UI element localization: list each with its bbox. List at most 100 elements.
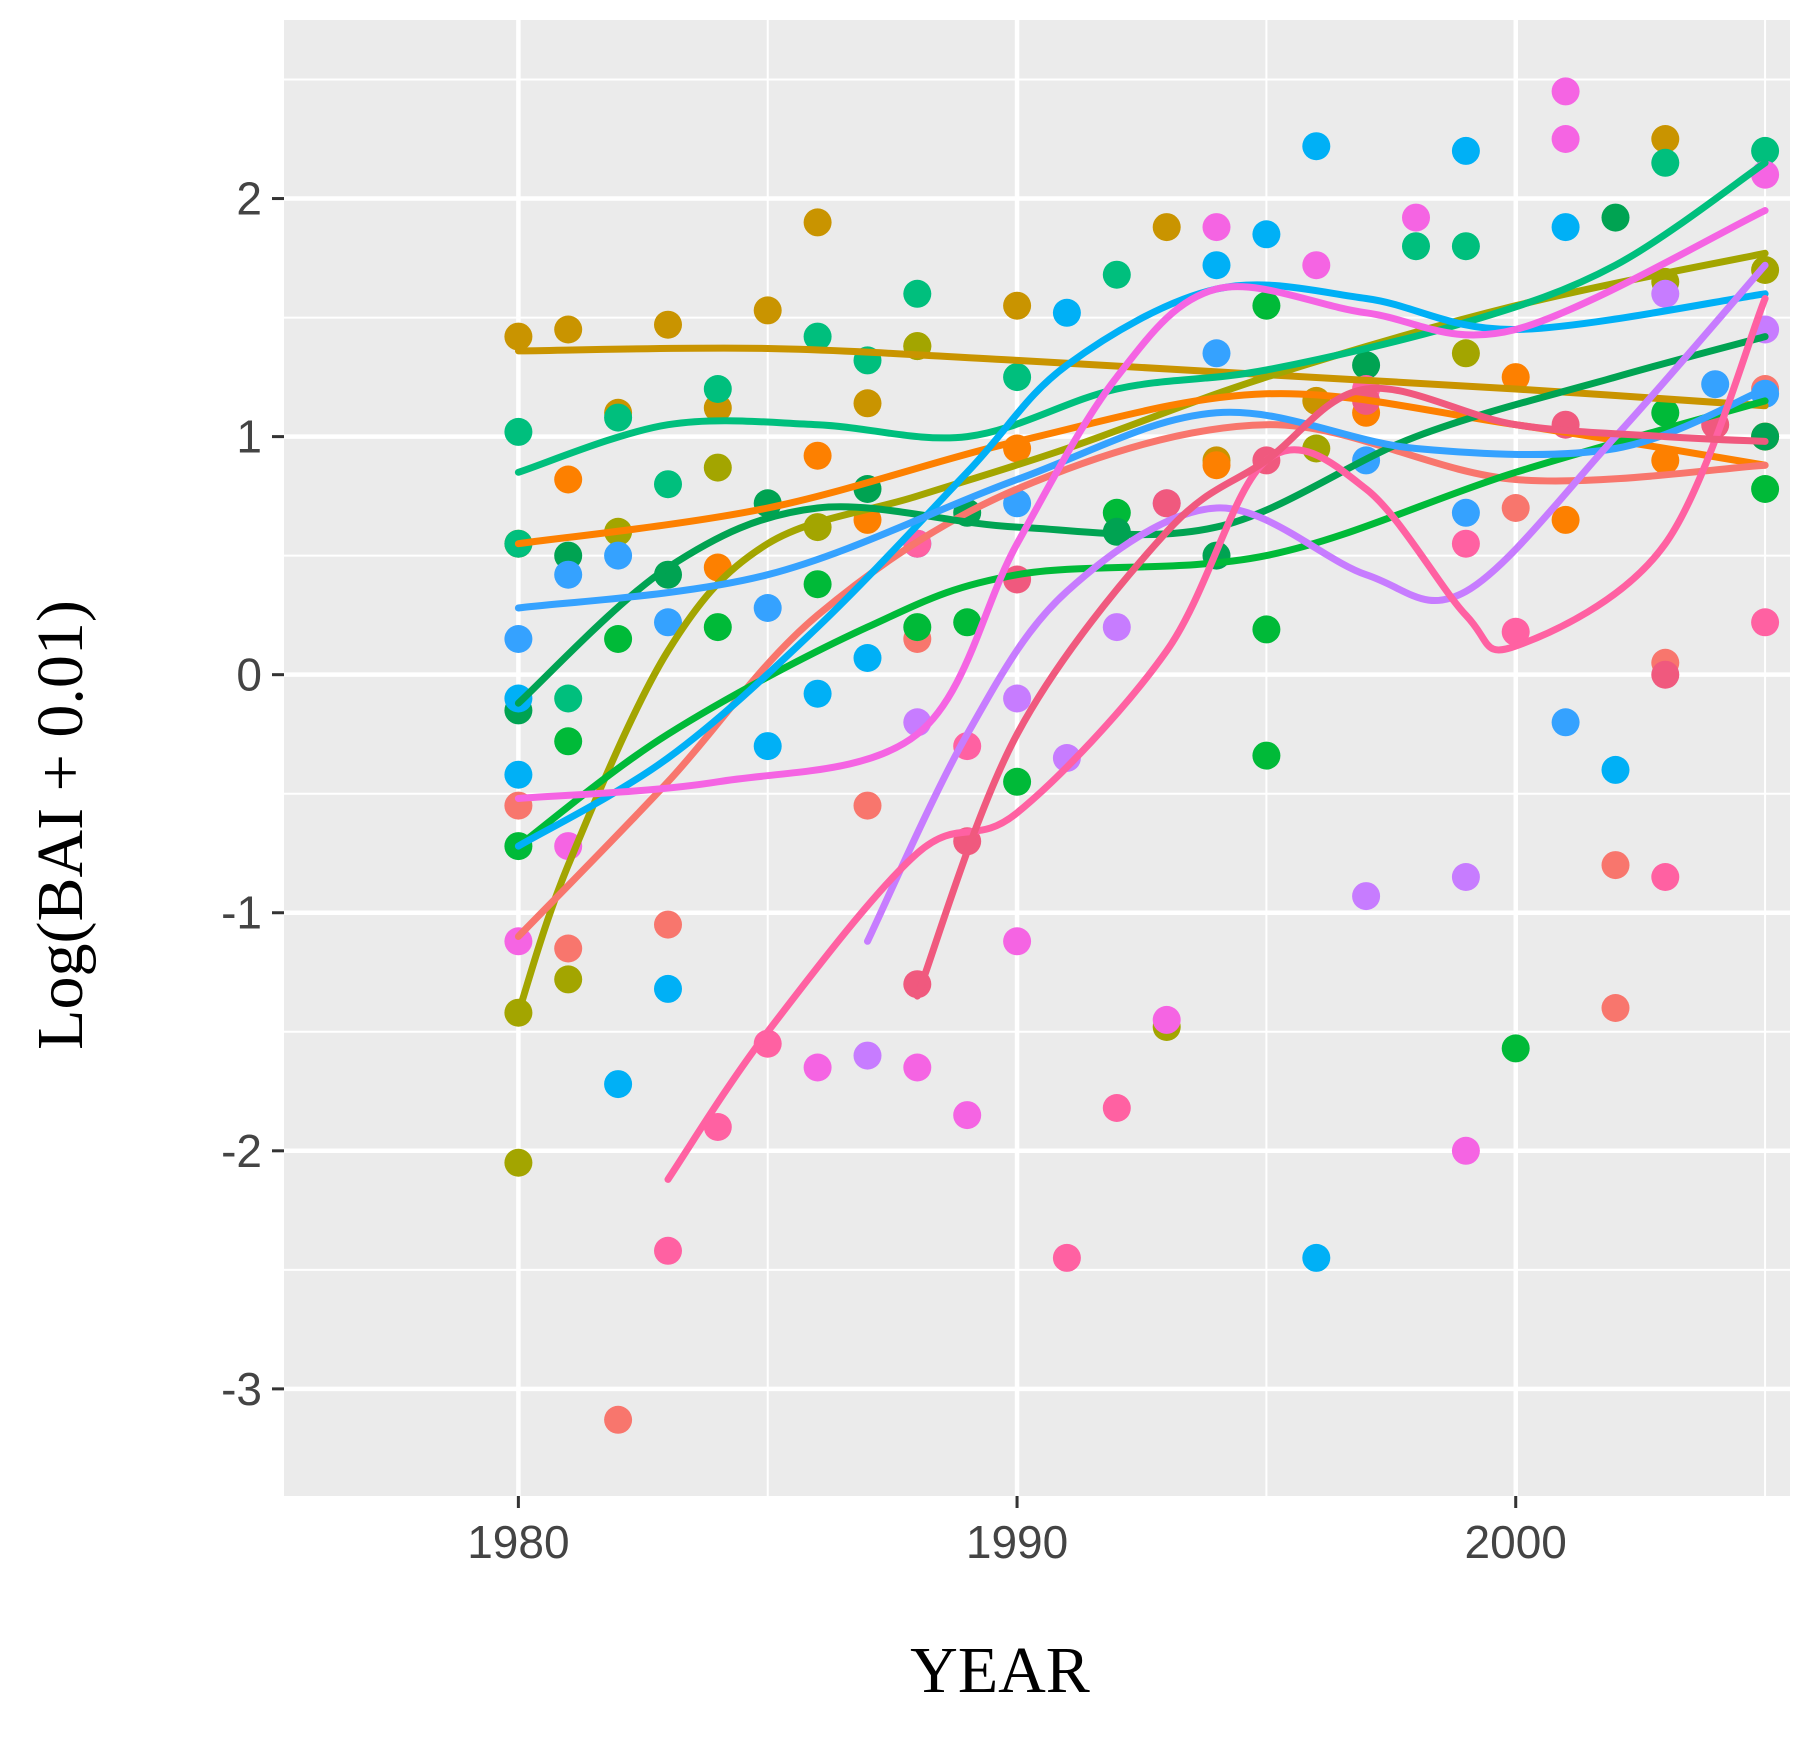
data-point — [554, 315, 583, 344]
data-point — [1551, 708, 1580, 737]
series-points-tree-blue — [504, 339, 1780, 737]
data-point — [1651, 398, 1680, 427]
y-tick-labels: -3 -2 -1 0 1 2 — [221, 173, 262, 1415]
trend-line-tree-cyan — [514, 281, 1769, 850]
data-point — [604, 1405, 633, 1434]
data-point — [604, 625, 633, 653]
data-point — [1352, 882, 1381, 911]
data-point — [1551, 77, 1580, 106]
y-tick-label: 1 — [236, 411, 262, 463]
data-point — [1601, 203, 1630, 232]
data-point — [1402, 203, 1430, 232]
trend-line-tree-green — [514, 397, 1769, 850]
data-point — [1302, 1243, 1331, 1272]
data-point — [903, 613, 932, 642]
y-tick-label: 0 — [236, 649, 262, 701]
axis-ticks — [272, 197, 1518, 1508]
data-point — [1252, 291, 1281, 320]
trend-line-tree-pink — [664, 295, 1769, 1183]
data-point — [1252, 220, 1281, 249]
data-point — [1601, 851, 1630, 880]
data-point — [1651, 279, 1680, 308]
data-point — [1003, 291, 1032, 320]
y-tick-label: -3 — [221, 1363, 262, 1415]
data-point — [604, 403, 633, 432]
data-point — [604, 541, 633, 570]
trend-line-tree-magenta — [514, 207, 1769, 802]
data-point — [753, 594, 782, 622]
data-point — [703, 1113, 732, 1141]
data-point — [554, 727, 583, 756]
x-tick-label: 1990 — [966, 1516, 1068, 1568]
trend-line-tree-teal — [514, 159, 1769, 476]
data-point — [1501, 494, 1530, 522]
data-point — [1651, 863, 1680, 891]
data-point — [554, 965, 583, 994]
data-point — [953, 1101, 982, 1130]
data-point — [1202, 251, 1231, 280]
plot-panel — [284, 20, 1790, 1496]
x-tick-labels: 1980 1990 2000 — [467, 1516, 1567, 1568]
data-point — [1152, 213, 1181, 242]
data-point — [654, 1236, 682, 1265]
data-point — [554, 560, 583, 589]
series-points-tree-teal — [504, 136, 1780, 713]
data-point — [554, 684, 583, 713]
data-point — [1152, 1005, 1181, 1034]
data-point — [903, 279, 932, 308]
data-point — [1751, 608, 1780, 637]
data-point — [554, 465, 583, 494]
data-point — [654, 608, 682, 637]
series-points-tree-magenta — [504, 77, 1780, 1165]
data-point — [1352, 351, 1381, 380]
data-point — [1651, 125, 1680, 153]
x-axis-title: YEAR — [910, 1634, 1090, 1707]
data-point — [1102, 1094, 1131, 1122]
data-point — [1451, 339, 1480, 368]
data-point — [853, 389, 882, 418]
data-point — [1751, 136, 1780, 165]
data-point — [803, 322, 832, 351]
data-point — [1651, 148, 1680, 177]
data-point — [504, 417, 533, 446]
data-point — [1003, 767, 1032, 796]
y-tick-label: -2 — [221, 1125, 262, 1177]
data-point — [1302, 132, 1331, 161]
data-point — [1751, 422, 1780, 451]
data-point — [1202, 213, 1231, 242]
data-point — [1202, 339, 1231, 368]
data-point — [753, 732, 782, 761]
data-point — [1651, 660, 1680, 689]
data-point — [1003, 363, 1032, 392]
data-point — [1102, 613, 1131, 642]
data-point — [1052, 298, 1081, 327]
data-point — [504, 760, 533, 789]
data-point — [504, 322, 533, 351]
trend-line-tree-rose — [913, 384, 1769, 1000]
data-point — [703, 375, 732, 403]
data-point — [1501, 363, 1530, 392]
data-point — [703, 613, 732, 642]
data-point — [604, 1070, 633, 1099]
data-point — [1451, 498, 1480, 527]
data-point — [803, 441, 832, 470]
data-point — [753, 296, 782, 325]
data-point — [654, 310, 682, 339]
data-point — [1003, 684, 1032, 713]
data-point — [1402, 232, 1430, 261]
data-point — [1451, 863, 1480, 891]
trend-line-tree-purple — [864, 261, 1769, 945]
data-point — [1651, 446, 1680, 475]
data-point — [803, 679, 832, 708]
data-point — [1751, 475, 1780, 503]
trend-lines — [514, 159, 1769, 1183]
data-point — [1551, 213, 1580, 242]
data-point — [1003, 927, 1032, 956]
y-axis-title: Log(BAI + 0.01) — [24, 600, 97, 1050]
data-point — [654, 910, 682, 939]
data-point — [903, 1053, 932, 1082]
data-point — [803, 570, 832, 599]
data-point — [1451, 1136, 1480, 1165]
data-point — [504, 625, 533, 653]
